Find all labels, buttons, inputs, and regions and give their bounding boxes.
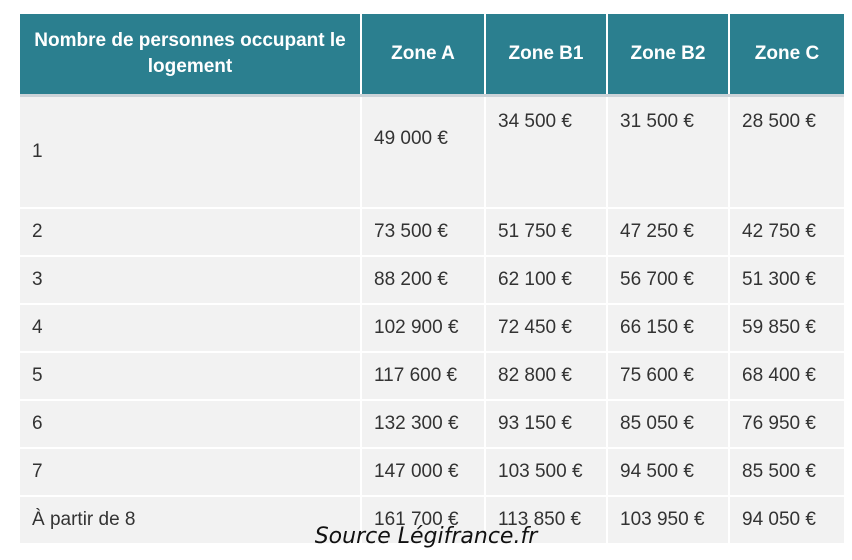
header-household-size: Nombre de personnes occupant le logement (20, 14, 361, 96)
table-cell-zone-a: 161 700 € (360, 495, 485, 543)
table-cell-zone-a: 117 600 € (360, 351, 485, 400)
table-cell-zone-b2: 66 150 € (606, 303, 729, 352)
table-row: 3 88 200 € 62 100 € 56 700 € 51 300 € (20, 255, 844, 304)
table-cell-household: 4 (20, 303, 361, 352)
table-cell-zone-a: 88 200 € (360, 255, 485, 304)
table-cell-zone-b1: 51 750 € (484, 207, 607, 256)
table-cell-zone-c: 76 950 € (728, 399, 844, 448)
table-cell-zone-b1: 82 800 € (484, 351, 607, 400)
table-cell-household: 7 (20, 447, 361, 496)
table-cell-zone-b1: 34 500 € (484, 94, 607, 208)
table-cell-zone-c: 85 500 € (728, 447, 844, 496)
source-caption: Source Légifrance.fr (314, 524, 538, 549)
table-cell-zone-b2: 56 700 € (606, 255, 729, 304)
table-cell-household: 3 (20, 255, 361, 304)
table-row: 1 49 000 € 34 500 € 31 500 € 28 500 € (20, 94, 844, 208)
table-cell-zone-b1: 72 450 € (484, 303, 607, 352)
table-cell-zone-b2: 103 950 € (606, 495, 729, 543)
table-cell-zone-b1: 62 100 € (484, 255, 607, 304)
table-row: 7 147 000 € 103 500 € 94 500 € 85 500 € (20, 447, 844, 496)
table-row: À partir de 8 161 700 € 113 850 € 103 95… (20, 495, 844, 543)
table-row: 2 73 500 € 51 750 € 47 250 € 42 750 € (20, 207, 844, 256)
table-cell-zone-a: 73 500 € (360, 207, 485, 256)
table-cell-household: 1 (20, 94, 361, 208)
table-cell-household: À partir de 8 (20, 495, 361, 543)
table-cell-zone-a: 147 000 € (360, 447, 485, 496)
table-cell-zone-c: 94 050 € (728, 495, 844, 543)
table-cell-zone-b2: 31 500 € (606, 94, 729, 208)
header-zone-c: Zone C (728, 14, 844, 96)
table-cell-household: 5 (20, 351, 361, 400)
table-cell-zone-b2: 47 250 € (606, 207, 729, 256)
table-cell-zone-c: 28 500 € (728, 94, 844, 208)
table-row: 4 102 900 € 72 450 € 66 150 € 59 850 € (20, 303, 844, 352)
table-cell-zone-c: 42 750 € (728, 207, 844, 256)
table-cell-zone-b1: 113 850 € (484, 495, 607, 543)
table-cell-zone-b2: 94 500 € (606, 447, 729, 496)
table-cell-zone-c: 59 850 € (728, 303, 844, 352)
table-cell-zone-b1: 93 150 € (484, 399, 607, 448)
income-table-container: Nombre de personnes occupant le logement… (20, 14, 844, 543)
table-cell-zone-a: 102 900 € (360, 303, 485, 352)
table-cell-household: 6 (20, 399, 361, 448)
table-cell-zone-b1: 103 500 € (484, 447, 607, 496)
table-cell-household: 2 (20, 207, 361, 256)
table-cell-zone-c: 51 300 € (728, 255, 844, 304)
header-row: Nombre de personnes occupant le logement… (20, 14, 844, 96)
table-row: 5 117 600 € 82 800 € 75 600 € 68 400 € (20, 351, 844, 400)
table-cell-zone-b2: 85 050 € (606, 399, 729, 448)
table-row: 6 132 300 € 93 150 € 85 050 € 76 950 € (20, 399, 844, 448)
table-cell-zone-c: 68 400 € (728, 351, 844, 400)
table-cell-zone-b2: 75 600 € (606, 351, 729, 400)
income-ceiling-table: Nombre de personnes occupant le logement… (20, 14, 844, 543)
table-cell-zone-a: 132 300 € (360, 399, 485, 448)
table-cell-zone-a: 49 000 € (360, 94, 485, 208)
header-zone-b2: Zone B2 (606, 14, 729, 96)
header-zone-b1: Zone B1 (484, 14, 607, 96)
header-zone-a: Zone A (360, 14, 485, 96)
